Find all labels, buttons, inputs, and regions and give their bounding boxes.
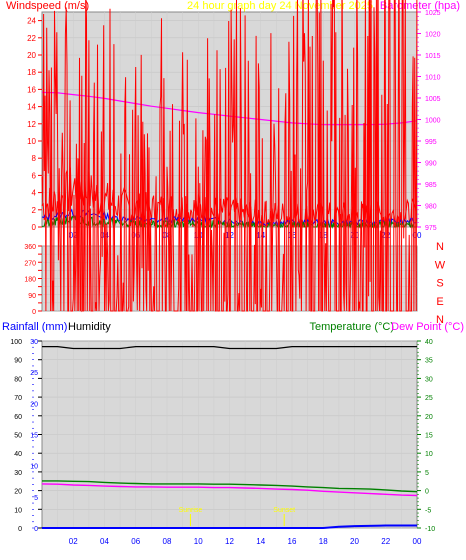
wind-y-tick-label: 24 (27, 17, 36, 26)
humidity-line (42, 346, 417, 350)
temp-y-tick-label: 30 (425, 376, 433, 383)
temp-y-tick-label: 40 (425, 339, 433, 346)
humidity-y-tick-label: 30 (14, 470, 22, 477)
wind-y-tick-label: 10 (27, 137, 36, 146)
sun-annotation: Sunset (273, 507, 295, 514)
temp-y-tick-label: 20 (425, 414, 433, 421)
wind-y-tick-label: 4 (32, 189, 37, 198)
humidity-y-tick-label: 80 (14, 376, 22, 383)
direction-y-tick-label: 180 (24, 277, 36, 284)
temp-x-tick-label: 10 (194, 537, 203, 546)
direction-y-tick-label: 360 (24, 244, 36, 251)
temp-y-tick-label: 5 (425, 470, 429, 477)
rainfall-y-tick-label: 30 (30, 339, 38, 346)
baro-y-tick-label: 1005 (425, 96, 441, 103)
temp-x-tick-label: 02 (69, 537, 78, 546)
compass-label: S (436, 278, 443, 290)
temp-y-tick-label: 25 (425, 395, 433, 402)
wind-y-tick-label: 22 (27, 34, 36, 43)
temp-y-tick-label: 15 (425, 433, 433, 440)
direction-y-tick-label: 0 (32, 309, 36, 316)
temp-x-tick-label: 14 (256, 537, 265, 546)
temp-x-tick-label: 12 (225, 537, 234, 546)
baro-y-tick-label: 995 (425, 139, 437, 146)
baro-y-tick-label: 1010 (425, 75, 441, 82)
humidity-y-tick-label: 0 (18, 526, 22, 533)
wind-x-tick-label: 08 (163, 231, 172, 240)
temperature-axis-title: Temperature (°C) (310, 321, 394, 333)
baro-y-tick-label: 1000 (425, 118, 441, 125)
humidity-y-tick-label: 90 (14, 358, 22, 365)
direction-y-tick-label: 90 (28, 293, 36, 300)
temp-y-tick-label: 0 (425, 489, 429, 496)
temp-x-tick-label: 20 (350, 537, 359, 546)
wind-direction-line (41, 0, 418, 313)
baro-y-tick-label: 985 (425, 182, 437, 189)
rainfall-y-tick-label: 25 (30, 370, 38, 377)
temp-x-tick-label: 18 (319, 537, 328, 546)
temp-x-tick-label: 16 (288, 537, 297, 546)
wind-x-tick-label: 18 (319, 231, 328, 240)
wind-y-tick-label: 18 (27, 68, 36, 77)
humidity-y-tick-label: 100 (10, 339, 22, 346)
rainfall-y-tick-label: 15 (30, 433, 38, 440)
wind-y-tick-label: 16 (27, 85, 36, 94)
humidity-axis-title: Humidity (68, 321, 111, 333)
wind-x-tick-label: 14 (256, 231, 265, 240)
dewpoint-axis-title: Dew Point (°C) (391, 321, 464, 333)
rainfall-y-tick-label: 0 (34, 526, 38, 533)
temp-x-tick-label: 06 (131, 537, 140, 546)
baro-y-tick-label: 990 (425, 161, 437, 168)
wind-x-tick-label: 16 (288, 231, 297, 240)
humidity-y-tick-label: 10 (14, 507, 22, 514)
temp-y-tick-label: -5 (425, 507, 431, 514)
barometer-line (41, 91, 418, 126)
compass-label: N (436, 241, 444, 253)
rainfall-y-tick-label: 5 (34, 495, 38, 502)
temp-y-tick-label: 35 (425, 358, 433, 365)
baro-y-tick-label: 1025 (425, 10, 441, 17)
wind-y-tick-label: 2 (32, 206, 37, 215)
dewpoint-line (41, 483, 418, 497)
baro-y-tick-label: 975 (425, 225, 437, 232)
temp-x-tick-label: 08 (163, 537, 172, 546)
graph-title: 24 hour graph day 24 November 2025 (187, 0, 373, 12)
wind-y-tick-label: 6 (32, 171, 37, 180)
temp-x-tick-label: 22 (381, 537, 390, 546)
humidity-y-tick-label: 60 (14, 414, 22, 421)
rainfall-y-tick-label: 10 (30, 464, 38, 471)
humidity-y-tick-label: 50 (14, 433, 22, 440)
temp-x-tick-label: 00 (413, 537, 422, 546)
compass-label: E (436, 296, 443, 308)
wind-x-tick-label: 00 (413, 231, 422, 240)
temp-y-tick-label: -10 (425, 526, 435, 533)
wind-y-tick-label: 14 (27, 103, 36, 112)
baro-y-tick-label: 980 (425, 204, 437, 211)
temp-y-tick-label: 10 (425, 451, 433, 458)
compass-label: N (436, 314, 444, 326)
baro-y-tick-label: 1020 (425, 32, 441, 39)
wind-y-tick-label: 0 (32, 223, 37, 232)
baro-y-tick-label: 1015 (425, 53, 441, 60)
temperature-line (42, 480, 418, 493)
rainfall-line (42, 524, 417, 529)
rainfall-axis-title: Rainfall (mm) (2, 321, 67, 333)
humidity-y-tick-label: 40 (14, 451, 22, 458)
wind-y-tick-label: 20 (27, 51, 36, 60)
temp-x-tick-label: 04 (100, 537, 109, 546)
humidity-y-tick-label: 20 (14, 489, 22, 496)
wind-axis-title: Windspeed (m/s) (6, 0, 89, 12)
sun-annotation: Sunrise (179, 507, 203, 514)
humidity-y-tick-label: 70 (14, 395, 22, 402)
wind-y-tick-label: 8 (32, 154, 37, 163)
compass-label: W (435, 259, 446, 271)
wind-y-tick-label: 12 (27, 120, 36, 129)
direction-y-tick-label: 270 (24, 260, 36, 267)
barometer-axis-title: Barometer (hpa) (380, 0, 460, 12)
rainfall-y-tick-label: 20 (30, 401, 38, 408)
